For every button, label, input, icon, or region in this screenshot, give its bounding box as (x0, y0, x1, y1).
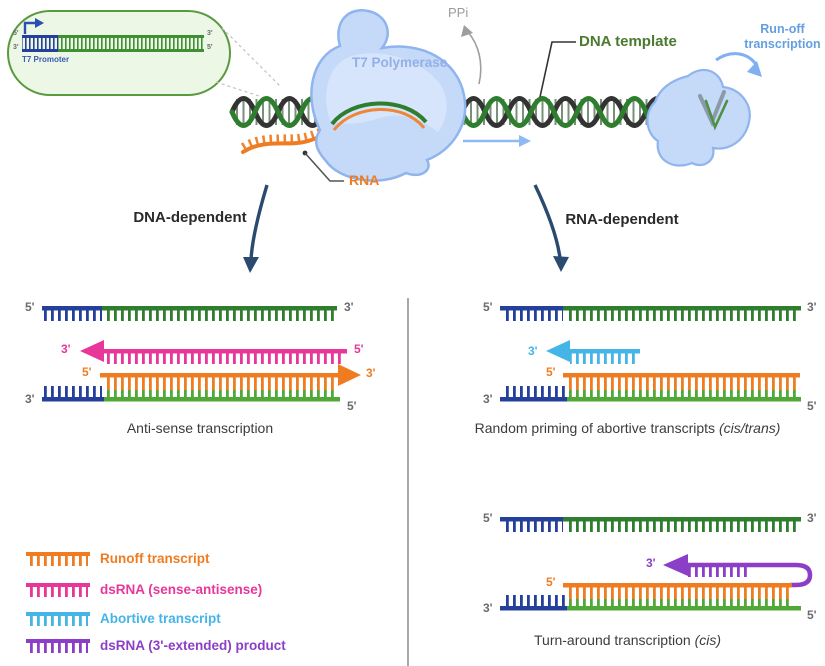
strand-end-label: 5' (807, 399, 817, 413)
runoff-transcription-label: Run-off transcription (744, 22, 821, 51)
transcription-direction-arrow (463, 135, 531, 147)
dna-template-pointer (539, 41, 576, 98)
turnaround-caption: Turn-around transcription (cis) (534, 632, 721, 648)
strand-end-label: 5' (347, 399, 357, 413)
legend-label-dsrna-extended: dsRNA (3'-extended) product (100, 638, 286, 653)
strand-end-label: 3' (61, 342, 71, 356)
strand-end-label: 5' (82, 365, 92, 379)
rna-label: RNA (349, 172, 380, 188)
rna-dependent-label: RNA-dependent (565, 211, 679, 228)
legend-icon-abortive (26, 612, 90, 626)
randompriming-orange-green-duplex (500, 373, 801, 402)
t7-polymerase-label: T7 Polymerase (352, 55, 448, 70)
dna-dependent-label: DNA-dependent (133, 209, 247, 226)
strand-end-label: 3' (344, 300, 354, 314)
abortive-cyan-transcript (546, 340, 640, 364)
rna-dependent-arrow (533, 184, 569, 272)
randompriming-caption: Random priming of abortive transcripts (… (474, 420, 781, 436)
dna-dependent-arrow (243, 184, 269, 273)
strand-end-label: 5' (807, 608, 817, 622)
runoff-polymerase-blob (646, 68, 751, 167)
strand-end-label: 3' (807, 511, 817, 525)
legend-label-abortive: Abortive transcript (100, 611, 221, 626)
runoff-arrow (715, 52, 762, 77)
antisense-caption: Anti-sense transcription (126, 420, 274, 436)
t7-polymerase-blob (310, 9, 467, 182)
legend-label-dsrna-sense-antisense: dsRNA (sense-antisense) (100, 582, 263, 597)
turnaround-orange-green-duplex (500, 583, 801, 611)
strand-end-label: 5' (354, 342, 364, 356)
strand-end-label: 3' (366, 366, 376, 380)
ppi-arrow (461, 25, 482, 85)
t7-promoter-label: T7 Promoter (22, 55, 70, 64)
strand-end-label: 5' (546, 575, 556, 589)
rna-pointer (302, 150, 344, 182)
strand-end-label: 3' (528, 344, 538, 358)
turnaround-template-strand (500, 517, 801, 532)
strand-end-label: 3' (25, 392, 35, 406)
legend-icon-dsrna-sense-antisense (26, 583, 90, 597)
inset-end-label: 5' (13, 30, 19, 37)
inset-end-label: 3' (207, 30, 213, 37)
transcription-start-arrow (23, 21, 37, 34)
t7-promoter-inset (7, 10, 231, 96)
strand-end-label: 3' (807, 300, 817, 314)
strand-end-label: 5' (483, 300, 493, 314)
strand-end-label: 5' (25, 300, 35, 314)
turnaround-purple-extension (663, 554, 813, 588)
antisense-pink-transcript (80, 340, 347, 364)
template-bubble (330, 101, 428, 126)
strand-end-label: 3' (646, 556, 656, 570)
strand-end-label: 3' (483, 601, 493, 615)
strand-end-label: 5' (546, 365, 556, 379)
strand-end-label: 3' (483, 392, 493, 406)
legend-icon-dsrna-extended (26, 639, 90, 653)
legend-icon-runoff (26, 552, 90, 566)
inset-callout-lines (215, 27, 281, 98)
antisense-template-strand (42, 306, 337, 321)
inset-end-label: 3' (13, 44, 19, 51)
ppi-label: PPi (448, 5, 469, 20)
inset-end-label: 5' (207, 44, 213, 51)
antisense-orange-green-duplex (42, 364, 361, 402)
strand-end-label: 5' (483, 511, 493, 525)
dna-template-label: DNA template (579, 33, 677, 50)
randompriming-template-strand (500, 306, 801, 321)
legend-label-runoff: Runoff transcript (100, 551, 210, 566)
